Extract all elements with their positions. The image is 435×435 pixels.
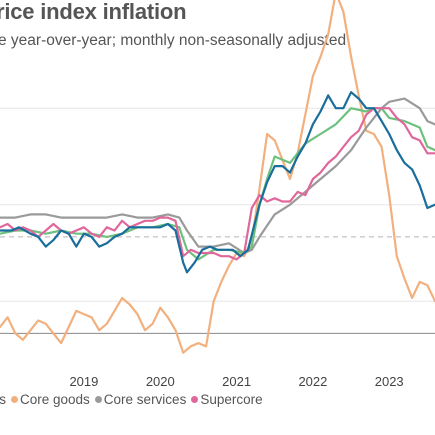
chart-subtitle: e year-over-year; monthly non-seasonally… bbox=[0, 32, 347, 49]
series-line-core-services bbox=[0, 97, 435, 255]
legend-item: Core services bbox=[94, 392, 187, 407]
series-lines bbox=[0, 0, 435, 354]
chart-title: rice index inflation bbox=[0, 0, 187, 24]
series-line-0 bbox=[0, 91, 435, 274]
x-tick-labels: 2019 2020 2021 2022 2023 bbox=[69, 374, 403, 389]
legend-item: Core goods bbox=[11, 392, 90, 407]
legend-label: Core services bbox=[103, 392, 187, 407]
legend-swatch bbox=[94, 396, 102, 403]
legend-label: ms bbox=[0, 392, 6, 407]
legend-label: Supercore bbox=[200, 392, 263, 407]
legend-swatch bbox=[11, 396, 18, 403]
gridlines bbox=[0, 107, 435, 302]
legend-label: Core goods bbox=[20, 392, 90, 407]
legend-item: ms bbox=[0, 392, 6, 407]
x-tick-label: 2021 bbox=[222, 374, 251, 389]
legend-item: Supercore bbox=[191, 392, 263, 407]
x-tick-label: 2022 bbox=[298, 374, 327, 389]
x-tick-label: 2020 bbox=[146, 374, 175, 389]
x-tick-label: 2019 bbox=[69, 374, 98, 389]
series-line-core-goods bbox=[0, 0, 435, 354]
legend-swatch bbox=[191, 396, 199, 403]
legend: ms Core goods Core services Supercore bbox=[0, 392, 268, 407]
reference-lines bbox=[0, 236, 435, 334]
x-tick-label: 2023 bbox=[375, 374, 404, 389]
series-line-supercore bbox=[0, 107, 435, 261]
